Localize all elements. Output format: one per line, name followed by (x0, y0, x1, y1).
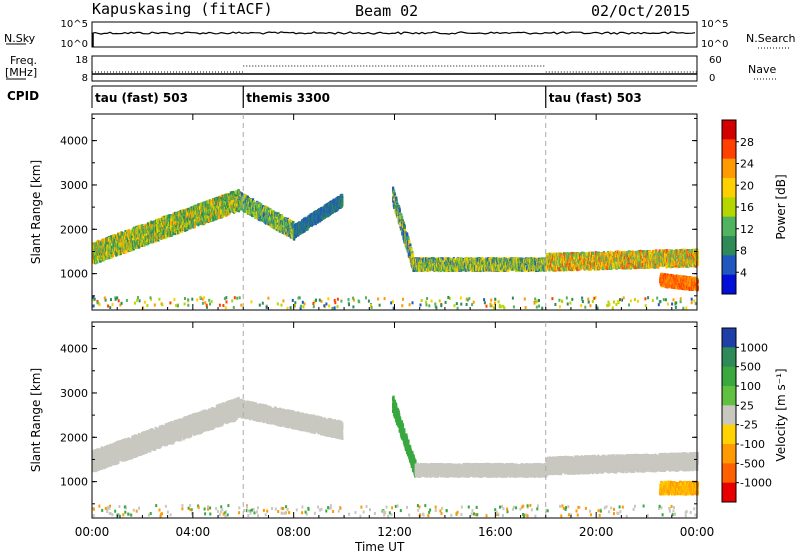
nave-tick: 0 (709, 73, 715, 84)
power-data-cell (399, 208, 401, 212)
power-data-cell (341, 198, 343, 202)
power-data-cell (341, 202, 343, 206)
nsearch-tick: 10^5 (701, 19, 728, 30)
nave-tick: 60 (709, 55, 722, 66)
power-data-cell (408, 240, 410, 244)
nsky-tick: 10^5 (61, 19, 88, 30)
power-heatmap (92, 187, 699, 310)
cpid-segment-label: tau (fast) 503 (549, 91, 642, 105)
nsky-panel-frame (92, 22, 697, 47)
power-data-cell (412, 253, 414, 257)
nsky-trace (92, 32, 695, 34)
power-data-cell (404, 225, 406, 229)
freq-tick: 18 (75, 55, 88, 66)
nsearch-tick: 10^0 (701, 39, 728, 50)
freq-tick: 8 (82, 73, 88, 84)
cpid-segment-label: tau (fast) 503 (95, 91, 188, 105)
cpid-segment-label: themis 3300 (246, 91, 330, 105)
freq-panel-frame (92, 56, 697, 81)
nsky-tick: 10^0 (61, 39, 88, 50)
